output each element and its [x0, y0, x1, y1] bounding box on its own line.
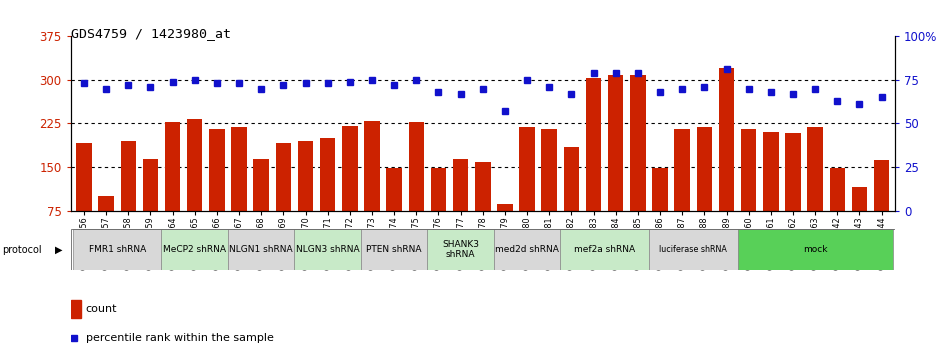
Bar — [519, 127, 535, 254]
Bar — [830, 168, 845, 254]
Bar — [630, 75, 645, 254]
Bar — [73, 229, 161, 270]
Text: protocol: protocol — [2, 245, 41, 254]
Bar — [649, 229, 738, 270]
Text: GDS4759 / 1423980_at: GDS4759 / 1423980_at — [71, 27, 231, 40]
Bar — [430, 168, 447, 254]
Text: mef2a shRNA: mef2a shRNA — [574, 245, 635, 254]
Text: MeCP2 shRNA: MeCP2 shRNA — [163, 245, 226, 254]
Text: PTEN shRNA: PTEN shRNA — [366, 245, 422, 254]
Text: mock: mock — [803, 245, 827, 254]
Bar — [165, 122, 180, 254]
Bar — [738, 229, 893, 270]
Bar — [560, 229, 649, 270]
Bar — [453, 159, 468, 254]
Bar — [719, 68, 734, 254]
Bar — [121, 141, 136, 254]
Bar — [409, 122, 424, 254]
Text: SHANK3
shRNA: SHANK3 shRNA — [442, 240, 479, 259]
Bar — [98, 196, 114, 254]
Bar — [76, 143, 91, 254]
Bar — [608, 75, 624, 254]
Text: count: count — [86, 304, 117, 314]
Bar — [475, 162, 491, 254]
Bar — [161, 229, 228, 270]
Bar — [232, 127, 247, 254]
Bar — [295, 229, 361, 270]
Bar — [228, 229, 295, 270]
Bar — [253, 159, 269, 254]
Bar — [494, 229, 560, 270]
Bar — [807, 127, 823, 254]
Bar — [674, 129, 690, 254]
Text: NLGN3 shRNA: NLGN3 shRNA — [296, 245, 360, 254]
Bar — [741, 129, 756, 254]
Bar — [71, 300, 81, 318]
Text: ▶: ▶ — [55, 245, 62, 254]
Bar — [786, 133, 801, 254]
Bar — [298, 141, 314, 254]
Bar — [342, 126, 358, 254]
Bar — [187, 119, 203, 254]
Text: percentile rank within the sample: percentile rank within the sample — [86, 333, 273, 343]
Bar — [874, 160, 889, 254]
Bar — [428, 229, 494, 270]
Text: FMR1 shRNA: FMR1 shRNA — [89, 245, 146, 254]
Bar — [586, 78, 601, 254]
Bar — [542, 129, 557, 254]
Bar — [320, 138, 335, 254]
Bar — [652, 168, 668, 254]
Bar — [696, 127, 712, 254]
Text: luciferase shRNA: luciferase shRNA — [659, 245, 727, 254]
Bar — [763, 132, 779, 254]
Text: NLGN1 shRNA: NLGN1 shRNA — [230, 245, 293, 254]
Bar — [563, 147, 579, 254]
Bar — [209, 129, 224, 254]
Bar — [361, 229, 428, 270]
Text: med2d shRNA: med2d shRNA — [495, 245, 559, 254]
Bar — [497, 204, 512, 254]
Bar — [142, 159, 158, 254]
Bar — [276, 143, 291, 254]
Bar — [386, 168, 402, 254]
Bar — [852, 187, 868, 254]
Bar — [365, 121, 380, 254]
